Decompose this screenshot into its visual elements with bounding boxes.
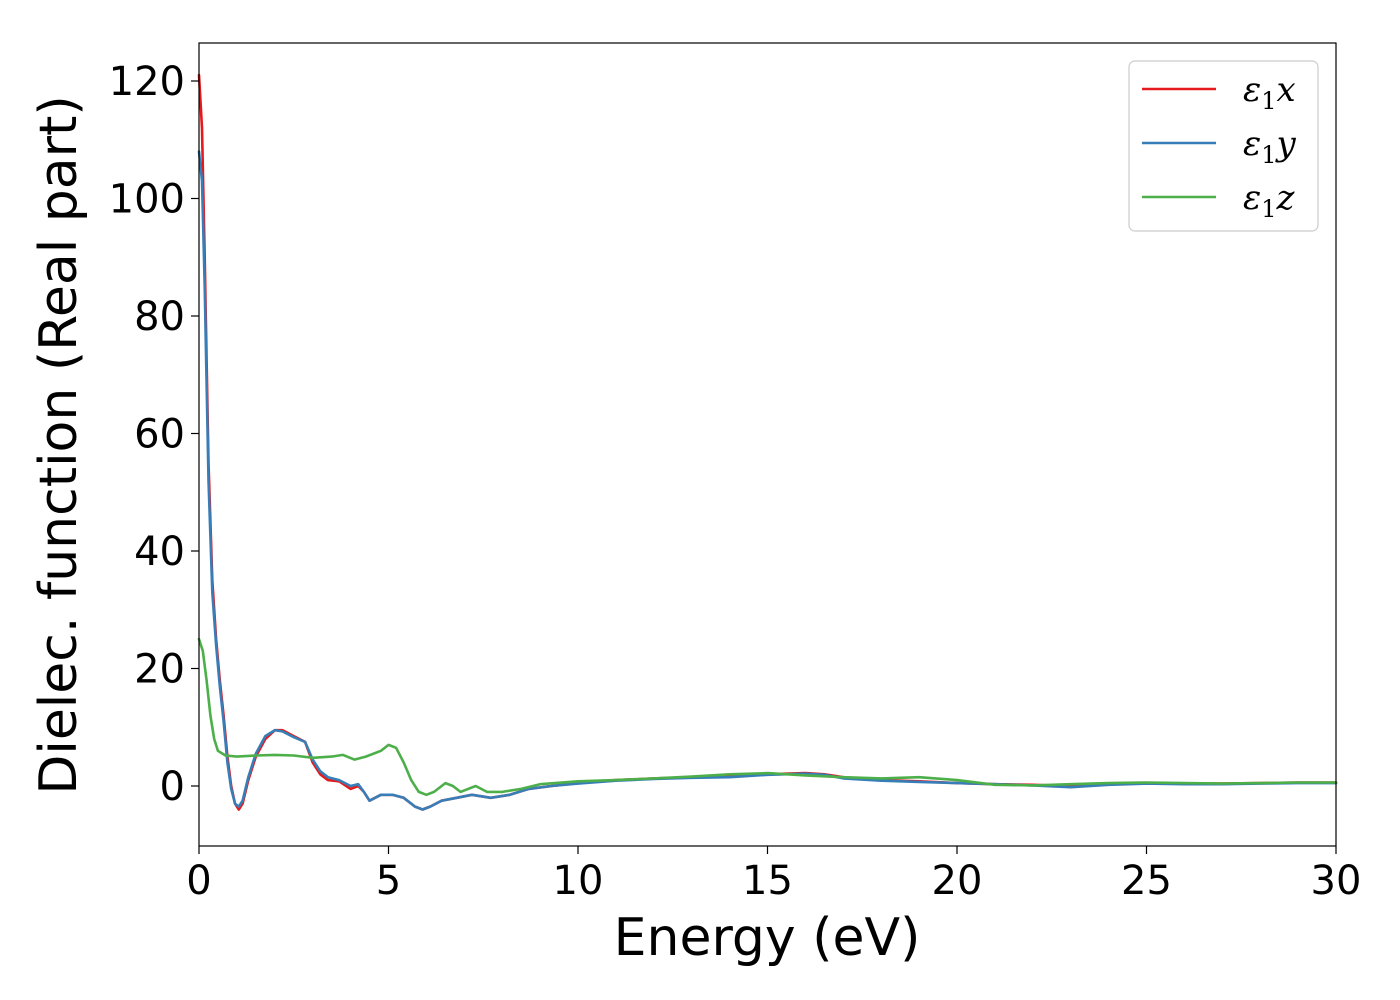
y-tick-label: 40 xyxy=(134,529,185,575)
y-tick-label: 60 xyxy=(134,412,185,458)
y-axis-ticks: 0 20 40 60 80 100 120 xyxy=(109,59,199,810)
legend-box xyxy=(1128,60,1319,232)
y-tick-label: 0 xyxy=(160,764,185,810)
y-tick-label: 20 xyxy=(134,647,185,693)
x-axis-ticks: 0 5 10 15 20 25 30 xyxy=(186,846,1361,904)
legend-label-z: ε1z xyxy=(1243,178,1296,223)
legend: ε1x ε1y ε1z xyxy=(1128,60,1319,232)
x-tick-label: 5 xyxy=(376,858,401,904)
y-tick-label: 100 xyxy=(109,177,185,223)
x-tick-label: 30 xyxy=(1311,858,1362,904)
x-axis-label: Energy (eV) xyxy=(614,908,921,968)
x-tick-label: 0 xyxy=(186,858,211,904)
y-axis-label: Dielec. function (Real part) xyxy=(29,95,89,794)
y-tick-label: 120 xyxy=(109,59,185,105)
x-tick-label: 10 xyxy=(553,858,604,904)
y-tick-label: 80 xyxy=(134,294,185,340)
x-tick-label: 25 xyxy=(1121,858,1172,904)
legend-label-x: ε1x xyxy=(1243,70,1296,115)
series-line-z xyxy=(197,637,1338,797)
series-layer xyxy=(197,73,1338,811)
x-tick-label: 15 xyxy=(742,858,793,904)
x-tick-label: 20 xyxy=(932,858,983,904)
legend-label-y: ε1y xyxy=(1243,124,1297,169)
series-line-y xyxy=(197,150,1338,811)
